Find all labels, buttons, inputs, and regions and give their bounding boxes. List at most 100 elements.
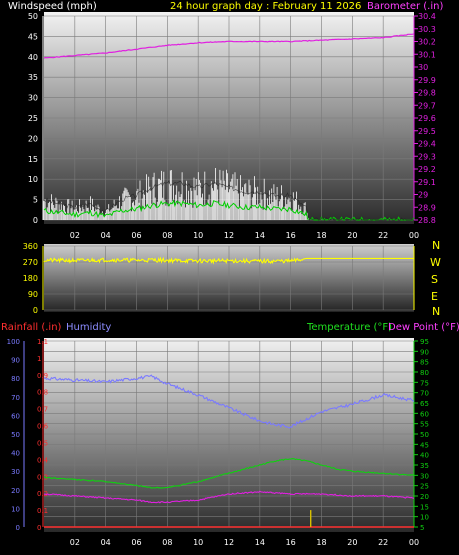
wind-y-tick-label: 35 [28,73,38,82]
wind-y-tick-label: 10 [28,175,38,184]
wind-y-tick-label: 15 [28,155,38,164]
compass-label-n-bottom: N [432,305,440,318]
temperature-y-tick-label: 65 [420,400,429,408]
temperature-y-tick-label: 95 [420,338,429,346]
temperature-y-tick-label: 40 [420,452,429,460]
wind-x-tick-label: 12 [224,231,234,240]
wind-x-tick-label: 02 [70,231,80,240]
compass-label-n-top: N [432,239,440,252]
wind-x-tick-label: 08 [162,231,172,240]
compass-label-s: S [431,273,438,286]
wind-y-tick-label: 30 [28,94,38,103]
series-windspeed-average [43,199,415,221]
humidity-x-tick-label: 16 [286,538,296,547]
temperature-y-tick-label: 50 [420,431,429,439]
compass-label-w: W [430,256,441,269]
wind-x-tick-label: 04 [101,231,111,240]
rainfall-y-tick-label: 0 [37,524,41,532]
wind-y-tick-label: 40 [28,53,38,62]
barometer-y-tick-label: 28.9 [418,203,436,212]
series-windspeed-gust [43,168,309,220]
wind-y-tick-label: 25 [28,114,38,123]
humidity-x-tick-label: 14 [255,538,265,547]
temperature-y-tick-label: 60 [420,410,429,418]
temperature-y-tick-label: 25 [420,483,429,491]
temperature-y-tick-label: 15 [420,503,429,511]
barometer-y-tick-label: 30.2 [418,38,436,47]
humidity-y-tick-label: 70 [11,394,20,402]
direction-y-tick-label: 90 [28,290,38,299]
barometer-y-tick-label: 29.8 [418,89,436,98]
humidity-x-tick-label: 10 [193,538,203,547]
wind-x-tick-label: 16 [286,231,296,240]
barometer-y-tick-label: 28.8 [418,216,436,225]
humidity-y-tick-label: 50 [11,431,20,439]
temperature-y-tick-label: 35 [420,462,429,470]
humidity-y-tick-label: 90 [11,357,20,365]
barometer-y-tick-label: 29.2 [418,165,436,174]
wind-x-tick-label: 20 [347,231,357,240]
humidity-x-tick-label: 22 [378,538,388,547]
humidity-y-tick-label: 10 [11,505,20,513]
barometer-y-tick-label: 29.9 [418,76,436,85]
wind-x-tick-label: 18 [316,231,326,240]
barometer-axis-title: Barometer (.in) [367,1,443,12]
barometer-y-tick-label: 29.6 [418,114,436,123]
humidity-y-tick-label: 60 [11,412,20,420]
rainfall-y-tick-label: 1 [37,355,41,363]
temperature-y-tick-label: 5 [420,524,424,532]
humidity-y-tick-label: 100 [7,338,20,346]
dewpoint-axis-title: Dew Point (°F) [388,322,459,333]
wind-y-tick-label: 45 [28,32,38,41]
wind-x-tick-label: 06 [131,231,141,240]
temperature-axis-title: Temperature (°F) [306,322,392,333]
wind-x-tick-label: 22 [378,231,388,240]
wind-y-tick-label: 0 [33,216,38,225]
temperature-y-tick-label: 70 [420,390,429,398]
temperature-y-tick-label: 90 [420,348,429,356]
direction-y-tick-label: 0 [33,306,38,315]
barometer-y-tick-label: 29.3 [418,152,436,161]
humidity-y-tick-label: 30 [11,468,20,476]
humidity-x-tick-label: 06 [131,538,141,547]
humidity-x-tick-label: 18 [316,538,326,547]
temperature-y-tick-label: 30 [420,472,429,480]
series-temperature [43,458,415,489]
direction-y-tick-label: 180 [23,274,38,283]
wind-y-tick-label: 5 [33,196,38,205]
wind-y-tick-label: 50 [28,12,38,21]
temperature-y-tick-label: 75 [420,379,429,387]
chart-title: 24 hour graph day : February 11 2026 [170,1,361,12]
windspeed-axis-title: Windspeed (mph) [8,1,97,12]
temperature-y-tick-label: 10 [420,514,429,522]
humidity-x-tick-label: 08 [162,538,172,547]
humidity-y-tick-label: 80 [11,375,20,383]
barometer-y-tick-label: 30.1 [418,50,436,59]
series-barometer [43,33,415,59]
series-windspeed [43,180,415,221]
barometer-y-tick-label: 30 [418,63,428,72]
series-humidity [43,374,415,429]
humidity-axis-title: Humidity [66,322,111,333]
wind-y-tick-label: 20 [28,134,38,143]
humidity-y-tick-label: 0 [16,524,20,532]
temperature-y-tick-label: 20 [420,493,429,501]
wind-x-tick-label: 14 [255,231,265,240]
humidity-x-tick-label: 02 [70,538,80,547]
temperature-y-tick-label: 55 [420,421,429,429]
barometer-y-tick-label: 29.4 [418,140,436,149]
humidity-x-tick-label: 00 [409,538,419,547]
barometer-y-tick-label: 29.5 [418,127,436,136]
compass-label-e: E [431,290,438,303]
barometer-y-tick-label: 29 [418,191,428,200]
temperature-y-tick-label: 80 [420,369,429,377]
series-wind-direction [43,256,414,265]
humidity-x-tick-label: 20 [347,538,357,547]
barometer-y-tick-label: 29.1 [418,178,436,187]
direction-y-tick-label: 270 [23,258,38,267]
wind-x-tick-label: 00 [409,231,419,240]
wind-x-tick-label: 10 [193,231,203,240]
temperature-y-tick-label: 85 [420,359,429,367]
rainfall-axis-title: Rainfall (.in) [1,322,62,333]
